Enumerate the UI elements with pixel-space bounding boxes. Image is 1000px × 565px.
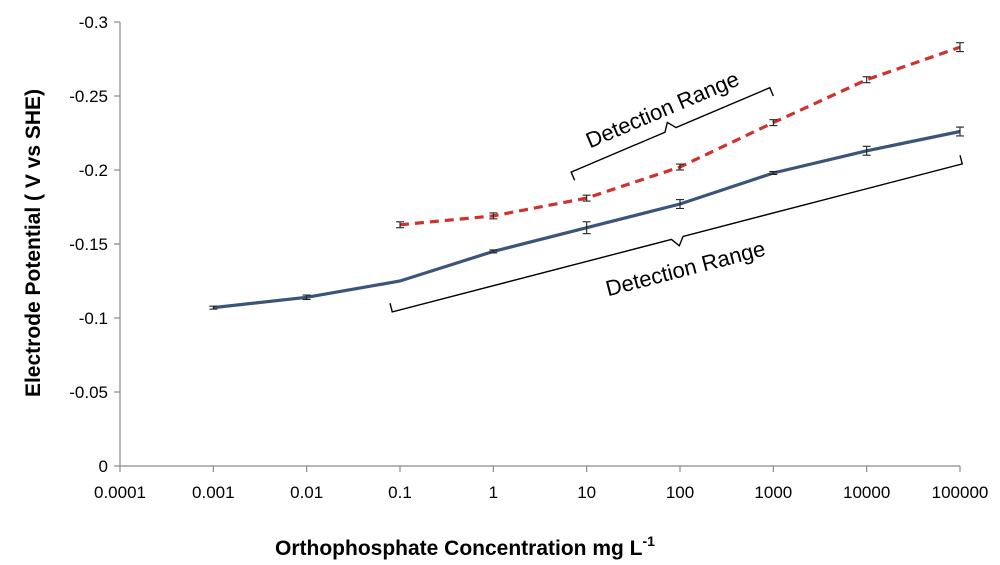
x-tick-label: 1 (489, 483, 498, 502)
error-bar (302, 294, 311, 301)
x-tick-labels: 0.0001 0.001 0.01 0.1 1 10 100 1000 10000 100000 (94, 483, 988, 502)
x-tick-label: 10 (577, 483, 596, 502)
error-bar (582, 194, 591, 202)
y-tick-label: -0.15 (69, 235, 108, 254)
y-tick-label: -0.05 (69, 383, 108, 402)
x-axis-title-superscript: -1 (643, 533, 656, 549)
x-tick-label: 1000 (754, 483, 792, 502)
error-bar (862, 76, 871, 84)
y-tick-label: 0 (99, 457, 108, 476)
error-bar (676, 199, 684, 210)
y-axis-title: Electrode Potential ( V vs SHE) (22, 89, 45, 397)
axes (114, 21, 961, 472)
x-tick-label: 0.1 (388, 483, 412, 502)
error-bar (209, 305, 218, 310)
series-dashed (396, 42, 964, 229)
error-bar (676, 163, 684, 171)
detection-range-brace-lower (389, 155, 964, 313)
detection-range-brace-upper (570, 86, 774, 181)
x-tick-label: 0.0001 (94, 483, 146, 502)
error-bar (489, 212, 498, 220)
error-bar (582, 221, 591, 235)
y-tick-labels: -0.3 -0.25 -0.2 -0.15 -0.1 -0.05 0 (69, 13, 108, 476)
error-bar (489, 249, 498, 254)
error-bar (396, 221, 404, 229)
error-bar (769, 170, 778, 175)
x-tick-label: 10000 (843, 483, 890, 502)
series-line-solid (213, 129, 961, 310)
detection-range-label-lower: Detection Range (603, 236, 768, 301)
series-line-dashed (399, 45, 961, 227)
x-tick-label: 100000 (932, 483, 989, 502)
error-bar (862, 145, 871, 156)
x-axis-title: Orthophosphate Concentration mg L-1 (275, 533, 655, 560)
error-bar (956, 42, 964, 53)
error-bar (769, 119, 778, 127)
series-solid (209, 126, 964, 310)
x-tick-label: 0.001 (192, 483, 235, 502)
y-tick-label: -0.1 (79, 309, 108, 328)
y-tick-label: -0.25 (69, 87, 108, 106)
x-tick-label: 100 (666, 483, 694, 502)
error-bar (956, 126, 964, 137)
series-layer (209, 42, 964, 310)
y-tick-label: -0.2 (79, 161, 108, 180)
x-axis-title-text: Orthophosphate Concentration mg L (275, 537, 643, 560)
y-tick-label: -0.3 (79, 13, 108, 32)
x-tick-label: 0.01 (290, 483, 323, 502)
